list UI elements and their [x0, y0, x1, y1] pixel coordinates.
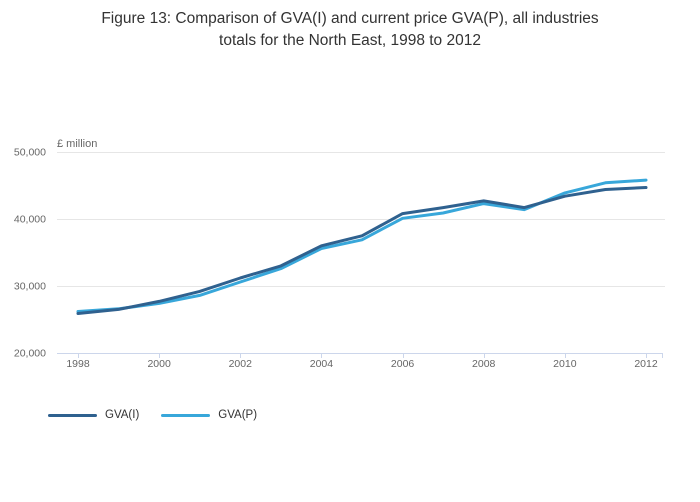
x-tick-label: 2000	[147, 358, 171, 370]
x-tick-label: 2006	[391, 358, 415, 370]
legend-item-gvap[interactable]: GVA(P)	[161, 409, 257, 421]
chart-title-line1: Figure 13: Comparison of GVA(I) and curr…	[101, 10, 599, 27]
y-axis-unit-label: £ million	[57, 138, 97, 150]
chart-title: Figure 13: Comparison of GVA(I) and curr…	[0, 8, 700, 52]
chart-legend: GVA(I) GVA(P)	[48, 409, 257, 421]
legend-label-gvap: GVA(P)	[218, 409, 258, 421]
x-tick-label: 2010	[553, 358, 577, 370]
y-tick-label: 30,000	[14, 281, 46, 293]
x-tick-label: 2008	[472, 358, 496, 370]
x-tick-label: 1998	[66, 358, 90, 370]
y-tick-label: 20,000	[14, 348, 46, 360]
series-line-gvap	[76, 178, 648, 313]
x-tick-label: 2004	[310, 358, 334, 370]
y-tick-label: 50,000	[14, 147, 46, 159]
y-tick-label: 40,000	[14, 214, 46, 226]
legend-swatch-gvai-line-icon	[48, 413, 97, 417]
x-tick-label: 2012	[634, 358, 658, 370]
legend-label-gvai: GVA(I)	[105, 409, 140, 421]
series-line-gvai	[76, 186, 648, 315]
legend-item-gvai[interactable]: GVA(I)	[48, 409, 139, 421]
x-tick-label: 2002	[229, 358, 253, 370]
chart-title-line2: totals for the North East, 1998 to 2012	[219, 32, 481, 49]
legend-swatch-gvap-line-icon	[161, 413, 211, 417]
